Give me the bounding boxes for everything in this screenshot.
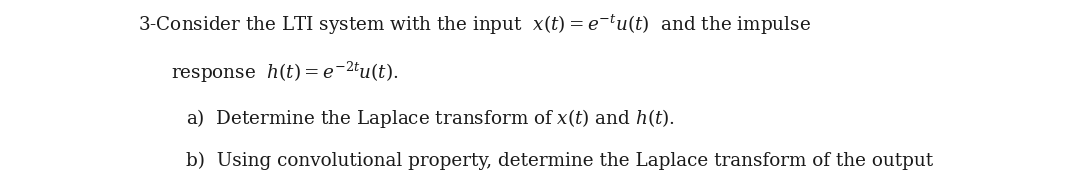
Text: a)  Determine the Laplace transform of $x(t)$ and $h(t)$.: a) Determine the Laplace transform of $x…: [186, 107, 675, 130]
Text: response  $h(t) = e^{-2t}u(t)$.: response $h(t) = e^{-2t}u(t)$.: [171, 60, 399, 85]
Text: 3-Consider the LTI system with the input  $x(t) = e^{-t}u(t)$  and the impulse: 3-Consider the LTI system with the input…: [138, 13, 811, 37]
Text: b)  Using convolutional property, determine the Laplace transform of the output: b) Using convolutional property, determi…: [186, 152, 933, 170]
